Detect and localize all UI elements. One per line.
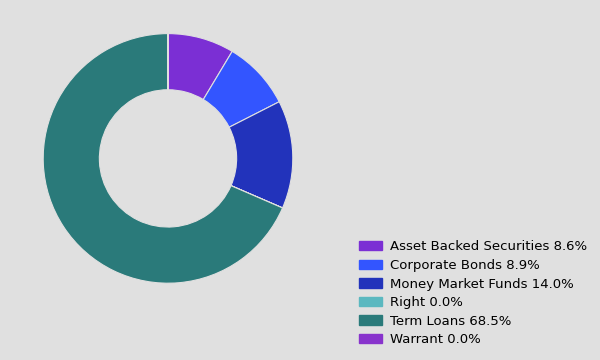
Wedge shape	[229, 102, 293, 208]
Wedge shape	[203, 51, 279, 127]
Wedge shape	[168, 33, 232, 99]
Legend: Asset Backed Securities 8.6%, Corporate Bonds 8.9%, Money Market Funds 14.0%, Ri: Asset Backed Securities 8.6%, Corporate …	[359, 240, 587, 346]
Wedge shape	[43, 33, 283, 283]
Wedge shape	[231, 186, 283, 208]
